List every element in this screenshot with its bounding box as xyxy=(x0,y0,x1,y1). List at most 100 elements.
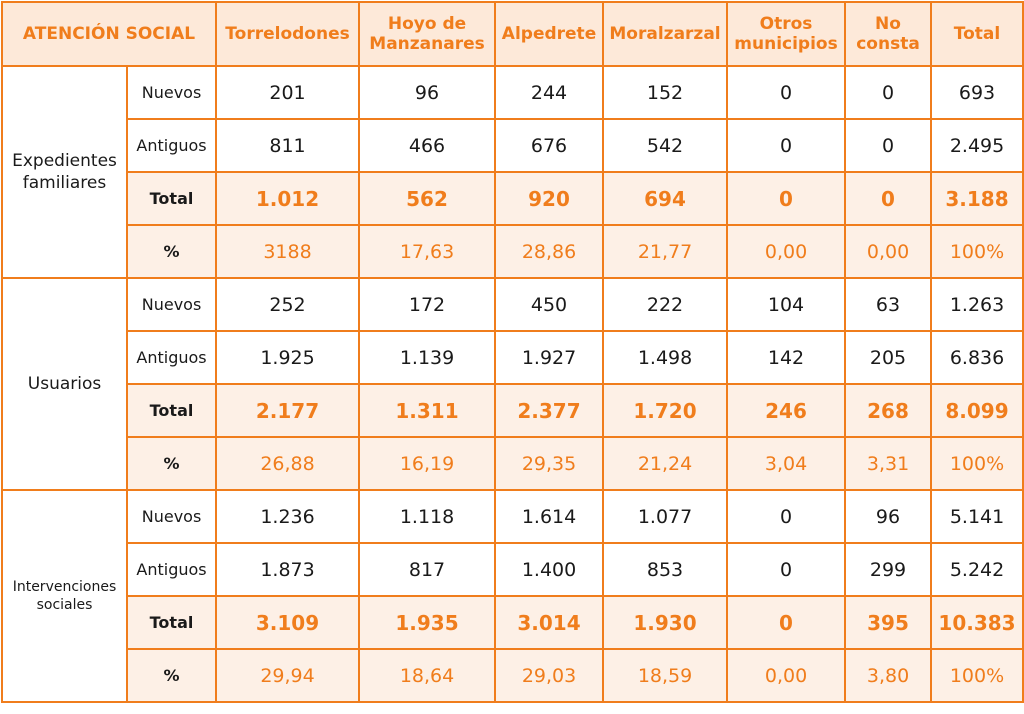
table-row: Antiguos 811 466 676 542 0 0 2.495 xyxy=(2,118,1024,173)
table-cell: 17,63 xyxy=(358,224,497,279)
table-row: Total 2.177 1.311 2.377 1.720 246 268 8.099 xyxy=(2,383,1024,438)
row-label: Total xyxy=(125,171,218,226)
table-cell: 96 xyxy=(844,489,933,544)
table-cell: 100% xyxy=(930,224,1024,279)
row-label: Total xyxy=(125,595,218,650)
table-cell: 676 xyxy=(494,118,605,173)
table-cell: 1.400 xyxy=(494,542,605,597)
table-cell: 466 xyxy=(358,118,497,173)
table-cell: 542 xyxy=(602,118,729,173)
table-cell: 96 xyxy=(358,65,497,120)
table-cell: 0 xyxy=(726,118,847,173)
table-row: Antiguos 1.925 1.139 1.927 1.498 142 205 6.836 xyxy=(2,330,1024,385)
table-cell: 1.139 xyxy=(358,330,497,385)
column-header: Alpedrete xyxy=(494,1,605,67)
table-cell: 8.099 xyxy=(930,383,1024,438)
table-cell: 0,00 xyxy=(844,224,933,279)
column-header: No consta xyxy=(844,1,933,67)
row-label: % xyxy=(125,648,218,703)
table-cell: 244 xyxy=(494,65,605,120)
table-cell: 299 xyxy=(844,542,933,597)
table-cell: 152 xyxy=(602,65,729,120)
table-cell: 3188 xyxy=(215,224,361,279)
table-cell: 3,80 xyxy=(844,648,933,703)
table-row: Usuarios Nuevos 252 172 450 222 104 63 1.263 xyxy=(1,277,1024,491)
table-cell: 3.188 xyxy=(930,171,1024,226)
column-header: Total xyxy=(930,1,1024,67)
table-cell: 205 xyxy=(844,330,933,385)
table-cell: 1.012 xyxy=(215,171,361,226)
group-label: Usuarios xyxy=(1,277,128,491)
table-cell: 100% xyxy=(930,436,1024,491)
table-cell: 395 xyxy=(844,595,933,650)
table-cell: 1.873 xyxy=(215,542,361,597)
table-cell: 0 xyxy=(844,65,933,120)
table-cell: 853 xyxy=(602,542,729,597)
column-header: Moralzarzal xyxy=(602,1,729,67)
table-cell: 5.242 xyxy=(930,542,1024,597)
table-cell: 26,88 xyxy=(215,436,361,491)
table-cell: 1.498 xyxy=(602,330,729,385)
group-label: Intervenciones sociales xyxy=(1,489,128,703)
table-cell: 694 xyxy=(602,171,729,226)
table-cell: 29,03 xyxy=(494,648,605,703)
table-row: Total 3.109 1.935 3.014 1.930 0 395 10.383 xyxy=(2,595,1024,650)
table-cell: 29,35 xyxy=(494,436,605,491)
table-cell: 0,00 xyxy=(726,224,847,279)
table-cell: 1.930 xyxy=(602,595,729,650)
table-cell: 693 xyxy=(930,65,1024,120)
table-cell: 817 xyxy=(358,542,497,597)
table-cell: 1.925 xyxy=(215,330,361,385)
table-cell: 3,31 xyxy=(844,436,933,491)
table-cell: 1.311 xyxy=(358,383,497,438)
table-cell: 0 xyxy=(844,171,933,226)
group-label: Expedientes familiares xyxy=(1,65,128,279)
table-cell: 1.720 xyxy=(602,383,729,438)
table-cell: 21,24 xyxy=(602,436,729,491)
row-label: Antiguos xyxy=(125,118,218,173)
table-cell: 6.836 xyxy=(930,330,1024,385)
table-cell: 0,00 xyxy=(726,648,847,703)
row-label: Antiguos xyxy=(125,330,218,385)
table-cell: 2.177 xyxy=(215,383,361,438)
table-cell: 450 xyxy=(494,277,605,332)
table-cell: 16,19 xyxy=(358,436,497,491)
table-cell: 0 xyxy=(726,171,847,226)
table-cell: 5.141 xyxy=(930,489,1024,544)
table-cell: 0 xyxy=(726,595,847,650)
column-header: Hoyo de Manzanares xyxy=(358,1,497,67)
column-header: Otros municipios xyxy=(726,1,847,67)
table-cell: 18,59 xyxy=(602,648,729,703)
table-cell: 2.495 xyxy=(930,118,1024,173)
table-cell: 142 xyxy=(726,330,847,385)
table-cell: 21,77 xyxy=(602,224,729,279)
row-label: % xyxy=(125,224,218,279)
table-cell: 1.935 xyxy=(358,595,497,650)
table-cell: 562 xyxy=(358,171,497,226)
table-cell: 3.014 xyxy=(494,595,605,650)
table-cell: 63 xyxy=(844,277,933,332)
row-label: Nuevos xyxy=(125,277,218,332)
table-row: Expedientes familiares Nuevos 201 96 244 152 0… xyxy=(1,65,1024,279)
row-label: Nuevos xyxy=(125,65,218,120)
table-cell: 18,64 xyxy=(358,648,497,703)
table-cell: 0 xyxy=(726,542,847,597)
row-label: % xyxy=(125,436,218,491)
table-cell: 172 xyxy=(358,277,497,332)
table-cell: 3,04 xyxy=(726,436,847,491)
table-cell: 246 xyxy=(726,383,847,438)
table-cell: 2.377 xyxy=(494,383,605,438)
table-cell: 3.109 xyxy=(215,595,361,650)
table-title: ATENCIÓN SOCIAL xyxy=(0,1,218,67)
table-cell: 0 xyxy=(726,489,847,544)
table-row: Total 1.012 562 920 694 0 0 3.188 xyxy=(2,171,1024,226)
row-label: Total xyxy=(125,383,218,438)
table-row: Intervenciones sociales Nuevos 1.236 1.118 1… xyxy=(1,489,1024,703)
table-cell: 1.927 xyxy=(494,330,605,385)
table-row: % 29,94 18,64 29,03 18,59 0,00 3,80 100% xyxy=(2,648,1024,703)
table-cell: 28,86 xyxy=(494,224,605,279)
table-cell: 268 xyxy=(844,383,933,438)
table-cell: 1.077 xyxy=(602,489,729,544)
table-cell: 252 xyxy=(215,277,361,332)
